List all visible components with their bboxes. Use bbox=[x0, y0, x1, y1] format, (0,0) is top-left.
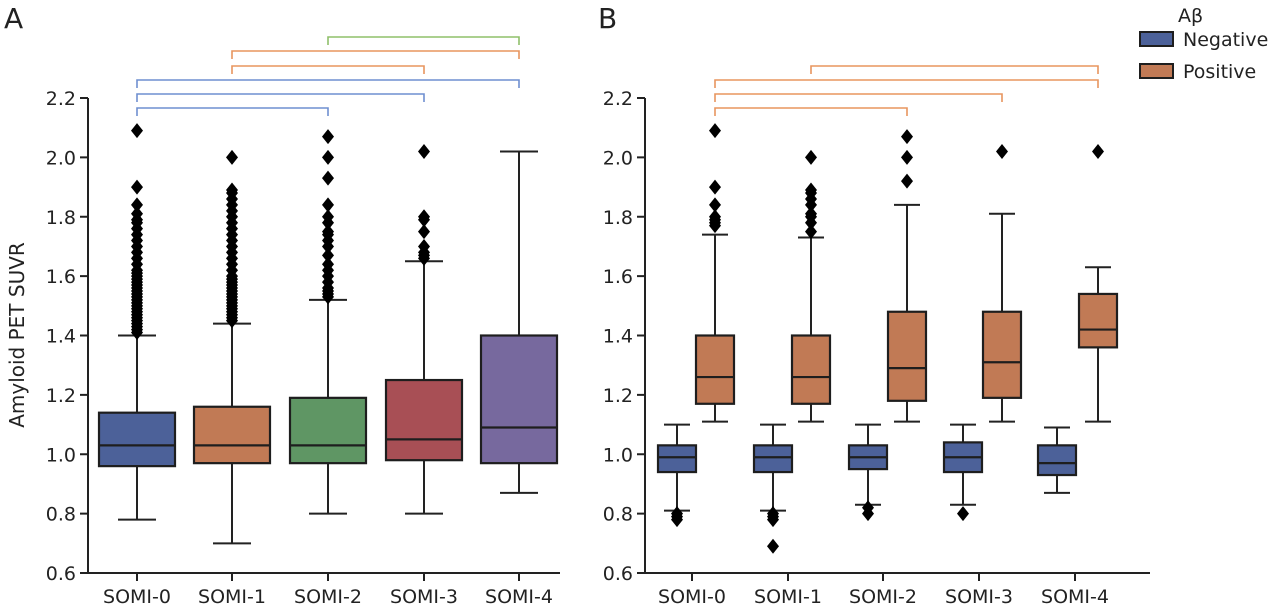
y-tick-label: 1.0 bbox=[46, 444, 76, 466]
legend-title: Aβ bbox=[1178, 5, 1203, 27]
legend-label-positive: Positive bbox=[1183, 61, 1256, 83]
significance-bracket bbox=[327, 36, 520, 45]
x-tick-label: SOMI-1 bbox=[198, 586, 266, 608]
outlier-point bbox=[996, 143, 1008, 159]
outlier-point bbox=[322, 209, 334, 225]
y-tick-label: 2.0 bbox=[46, 147, 76, 169]
box-positive-somi-1 bbox=[790, 334, 832, 405]
outlier-point bbox=[322, 170, 334, 186]
significance-bracket bbox=[714, 107, 908, 116]
y-tick-label: 0.8 bbox=[46, 504, 76, 526]
box-all-somi-1 bbox=[192, 405, 272, 465]
outlier-point bbox=[418, 143, 430, 159]
outlier-point bbox=[418, 224, 430, 240]
y-tick-label: 0.6 bbox=[46, 563, 76, 585]
outlier-point bbox=[226, 182, 238, 198]
x-tick-label: SOMI-2 bbox=[294, 586, 362, 608]
outlier-point bbox=[671, 506, 683, 522]
y-tick-label: 1.4 bbox=[46, 326, 76, 348]
outlier-point bbox=[957, 506, 969, 522]
box-negative-somi-0 bbox=[656, 444, 698, 474]
y-tick-label: 1.2 bbox=[46, 385, 76, 407]
outlier-point bbox=[767, 538, 779, 554]
y-tick-label: 1.2 bbox=[603, 385, 633, 407]
significance-bracket bbox=[231, 50, 520, 59]
outlier-point bbox=[767, 506, 779, 522]
x-tick-label: SOMI-3 bbox=[945, 586, 1013, 608]
box-all-somi-3 bbox=[384, 378, 464, 462]
significance-bracket bbox=[231, 65, 425, 74]
outlier-point bbox=[131, 206, 143, 222]
outlier-point bbox=[131, 197, 143, 213]
significance-bracket bbox=[714, 93, 1003, 102]
outlier-point bbox=[322, 149, 334, 165]
outlier-point bbox=[901, 173, 913, 189]
y-tick-label: 1.8 bbox=[603, 207, 633, 229]
outlier-point bbox=[131, 123, 143, 139]
box-positive-somi-4 bbox=[1077, 292, 1119, 349]
outlier-point bbox=[131, 179, 143, 195]
significance-bracket bbox=[136, 107, 329, 116]
box-positive-somi-0 bbox=[694, 334, 736, 405]
outlier-point bbox=[1092, 143, 1104, 159]
significance-bracket bbox=[136, 79, 520, 88]
panel-b: 0.6 0.8 1.0 1.2 1.4 1.6 1.8 2.0 2.2 SOMI-0 SOMI-1 S… bbox=[603, 65, 1150, 608]
x-tick-label: SOMI-0 bbox=[658, 586, 726, 608]
y-tick-label: 1.0 bbox=[603, 444, 633, 466]
y-tick-label: 2.2 bbox=[46, 88, 76, 110]
outlier-point bbox=[418, 209, 430, 225]
outlier-point bbox=[226, 149, 238, 165]
y-tick-label: 0.8 bbox=[603, 504, 633, 526]
outlier-point bbox=[901, 129, 913, 145]
x-tick-label: SOMI-2 bbox=[849, 586, 917, 608]
y-tick-label: 1.6 bbox=[603, 266, 633, 288]
x-tick-label: SOMI-1 bbox=[754, 586, 822, 608]
y-tick-label: 2.0 bbox=[603, 147, 633, 169]
panel-a-label: A bbox=[4, 2, 23, 35]
y-tick-label: 2.2 bbox=[603, 88, 633, 110]
box-positive-somi-2 bbox=[886, 310, 928, 402]
outlier-point bbox=[322, 197, 334, 213]
outlier-point bbox=[322, 256, 334, 272]
outlier-point bbox=[709, 123, 721, 139]
x-tick-label: SOMI-0 bbox=[103, 586, 171, 608]
outlier-point bbox=[709, 179, 721, 195]
y-tick-label: 1.6 bbox=[46, 266, 76, 288]
panel-b-label: B bbox=[598, 2, 617, 35]
box-all-somi-4 bbox=[479, 334, 559, 465]
outlier-point bbox=[805, 182, 817, 198]
outlier-point bbox=[862, 506, 874, 522]
significance-bracket bbox=[810, 65, 1099, 74]
y-tick-label: 0.6 bbox=[603, 563, 633, 585]
box-all-somi-0 bbox=[97, 411, 177, 468]
box-all-somi-2 bbox=[288, 396, 368, 465]
panel-a: 0.6 0.8 1.0 1.2 1.4 1.6 1.8 2.0 2.2 SOMI-0 SOMI-1 S… bbox=[46, 36, 560, 608]
legend: Aβ Negative Positive bbox=[1139, 5, 1268, 83]
y-tick-label: 1.8 bbox=[46, 207, 76, 229]
outlier-point bbox=[805, 224, 817, 240]
outlier-point bbox=[805, 206, 817, 222]
outlier-point bbox=[322, 129, 334, 145]
x-tick-label: SOMI-3 bbox=[390, 586, 458, 608]
x-tick-label: SOMI-4 bbox=[1041, 586, 1109, 608]
box-positive-somi-3 bbox=[981, 310, 1023, 399]
x-tick-label: SOMI-4 bbox=[485, 586, 553, 608]
outlier-point bbox=[709, 197, 721, 213]
box-negative-somi-4 bbox=[1036, 444, 1078, 477]
outlier-point bbox=[418, 238, 430, 254]
outlier-point bbox=[322, 247, 334, 263]
outlier-point bbox=[709, 209, 721, 225]
y-axis-label: Amyloid PET SUVR bbox=[5, 242, 29, 428]
legend-swatch-positive bbox=[1139, 63, 1174, 79]
y-tick-label: 1.4 bbox=[603, 326, 633, 348]
outlier-point bbox=[805, 149, 817, 165]
outlier-point bbox=[322, 224, 334, 240]
significance-bracket bbox=[136, 93, 425, 102]
legend-label-negative: Negative bbox=[1183, 29, 1268, 51]
outlier-point bbox=[901, 149, 913, 165]
significance-bracket bbox=[714, 79, 1099, 88]
box-negative-somi-1 bbox=[752, 444, 794, 474]
legend-swatch-negative bbox=[1139, 31, 1174, 47]
